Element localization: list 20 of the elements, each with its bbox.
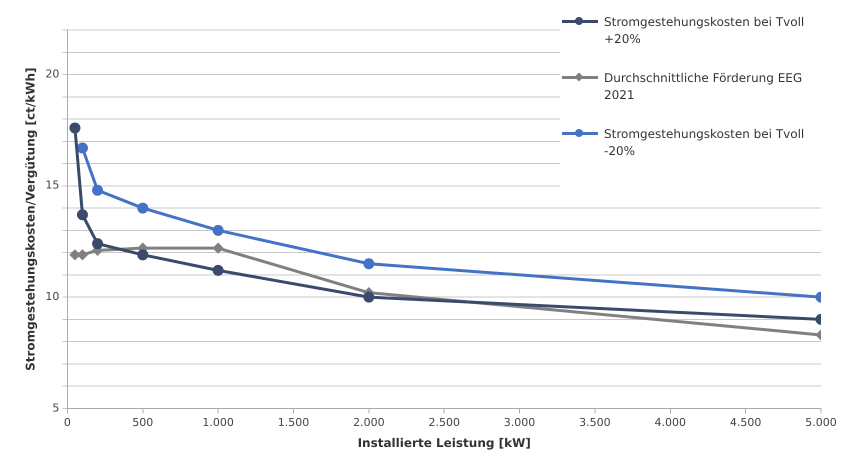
x-tick-label: 500 (132, 416, 154, 429)
x-tick-label: 1.000 (202, 416, 234, 429)
legend-label: Durchschnittliche Förderung EEG 2021 (604, 70, 804, 104)
x-tick-label: 0 (64, 416, 71, 429)
x-tick-label: 4.000 (654, 416, 686, 429)
y-tick-label: 20 (45, 67, 60, 80)
legend-label: Stromgestehungskosten bei Tvoll -20% (604, 126, 806, 160)
y-axis-title: Stromgestehungskosten/Vergütung [ct/kWh] (23, 68, 38, 371)
x-tick-label: 3.500 (579, 416, 611, 429)
y-tick-label: 10 (45, 290, 60, 303)
x-tick-label: 4.500 (730, 416, 762, 429)
x-axis-title: Installierte Leistung [kW] (358, 436, 531, 450)
y-tick-label: 15 (45, 178, 60, 192)
x-tick-label: 2.000 (353, 416, 385, 429)
x-tick-label: 3.000 (504, 416, 536, 429)
x-tick-label: 5.000 (805, 416, 837, 429)
x-tick-label: 2.500 (428, 416, 460, 429)
y-tick-label: 5 (52, 401, 60, 414)
legend-label: Stromgestehungskosten bei Tvoll +20% (604, 14, 806, 48)
x-tick-label: 1.500 (278, 416, 310, 429)
